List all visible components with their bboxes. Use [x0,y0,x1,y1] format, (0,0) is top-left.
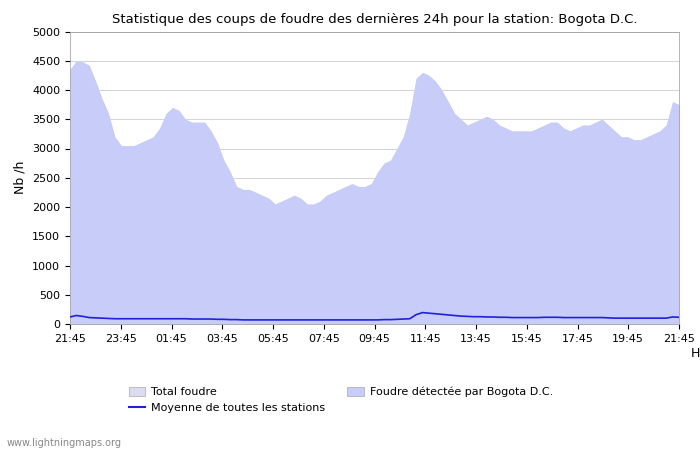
Legend: Total foudre, Moyenne de toutes les stations, Foudre détectée par Bogota D.C.: Total foudre, Moyenne de toutes les stat… [125,382,557,418]
Text: www.lightningmaps.org: www.lightningmaps.org [7,438,122,448]
Title: Statistique des coups de foudre des dernières 24h pour la station: Bogota D.C.: Statistique des coups de foudre des dern… [112,13,637,26]
Y-axis label: Nb /h: Nb /h [13,161,27,194]
X-axis label: Heure: Heure [691,347,700,360]
